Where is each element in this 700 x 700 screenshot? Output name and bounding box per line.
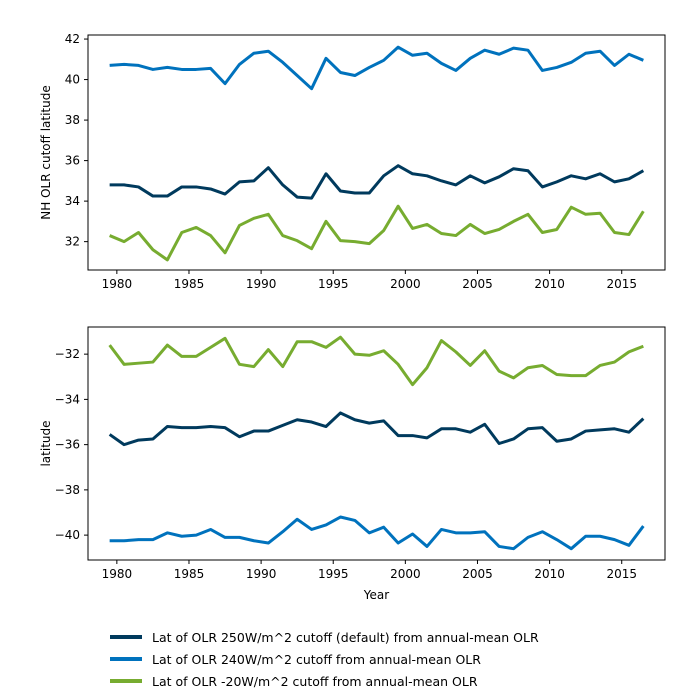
y-tick-label-2--32: −32 xyxy=(55,347,80,361)
x-axis-label-2: Year xyxy=(363,588,389,602)
x-tick-label-1-2010: 2010 xyxy=(534,277,565,291)
chart-canvas: 1980 1985 1990 1995 2000 2005 2010 2015 32 34 36 38… xyxy=(39,32,666,602)
x-tick-label-2-1990: 1990 xyxy=(246,567,277,581)
y-tick-label-1-38: 38 xyxy=(65,113,80,127)
chart-panel-2: 1980 1985 1990 1995 2000 2005 2010 2015 −40 −38 −3… xyxy=(39,326,666,602)
y-axis-label-1: NH OLR cutoff latitude xyxy=(39,85,53,219)
legend-swatch-250 xyxy=(110,635,142,639)
series-line-2-2 xyxy=(109,515,645,551)
x-tick-label-2-2015: 2015 xyxy=(606,567,637,581)
y-tick-label-1-42: 42 xyxy=(65,32,80,46)
x-tick-label-1-2005: 2005 xyxy=(462,277,493,291)
x-tick-label-2-1995: 1995 xyxy=(318,567,349,581)
series-line-1-3 xyxy=(109,204,645,262)
y-axis-label-2: latitude xyxy=(39,420,53,466)
x-tick-label-2-1985: 1985 xyxy=(174,567,205,581)
x-tick-label-2-2005: 2005 xyxy=(462,567,493,581)
legend-item-240: Lat of OLR 240W/m^2 cutoff from annual-m… xyxy=(110,648,690,670)
series-line-1-2 xyxy=(109,45,644,91)
legend-swatch-240 xyxy=(110,657,142,661)
x-tick-label-2-2000: 2000 xyxy=(390,567,421,581)
legend-item-minus20: Lat of OLR -20W/m^2 cutoff from annual-m… xyxy=(110,670,690,692)
y-tick-label-2--38: −38 xyxy=(55,483,80,497)
series-line-2-3 xyxy=(108,335,644,387)
x-tick-label-1-1990: 1990 xyxy=(246,277,277,291)
legend-label-240: Lat of OLR 240W/m^2 cutoff from annual-m… xyxy=(152,651,481,667)
legend-label-250: Lat of OLR 250W/m^2 cutoff (default) fro… xyxy=(152,629,539,645)
y-tick-label-1-34: 34 xyxy=(65,194,80,208)
x-tick-label-1-1985: 1985 xyxy=(174,277,205,291)
x-tick-label-1-2000: 2000 xyxy=(390,277,421,291)
x-tick-label-2-1980: 1980 xyxy=(102,567,133,581)
chart-panel-1: 1980 1985 1990 1995 2000 2005 2010 2015 32 34 36 38… xyxy=(39,32,666,291)
legend: Lat of OLR 250W/m^2 cutoff (default) fro… xyxy=(110,626,690,692)
legend-swatch-minus20 xyxy=(110,679,142,683)
x-tick-label-2-2010: 2010 xyxy=(534,567,565,581)
x-tick-label-1-1995: 1995 xyxy=(318,277,349,291)
y-tick-label-2--40: −40 xyxy=(55,528,80,542)
legend-item-250: Lat of OLR 250W/m^2 cutoff (default) fro… xyxy=(110,626,690,648)
y-tick-label-2--36: −36 xyxy=(55,438,80,452)
legend-label-minus20: Lat of OLR -20W/m^2 cutoff from annual-m… xyxy=(152,673,478,689)
series-line-2-1 xyxy=(108,411,645,447)
x-tick-label-1-2015: 2015 xyxy=(606,277,637,291)
x-tick-label-1-1980: 1980 xyxy=(102,277,133,291)
series-line-1-1 xyxy=(109,164,645,200)
y-tick-label-1-36: 36 xyxy=(65,154,80,168)
y-tick-label-1-32: 32 xyxy=(65,235,80,249)
y-tick-label-2--34: −34 xyxy=(55,392,80,406)
plot-frame-1 xyxy=(87,34,666,271)
plot-frame-2 xyxy=(87,326,666,561)
y-tick-label-1-40: 40 xyxy=(65,73,80,87)
